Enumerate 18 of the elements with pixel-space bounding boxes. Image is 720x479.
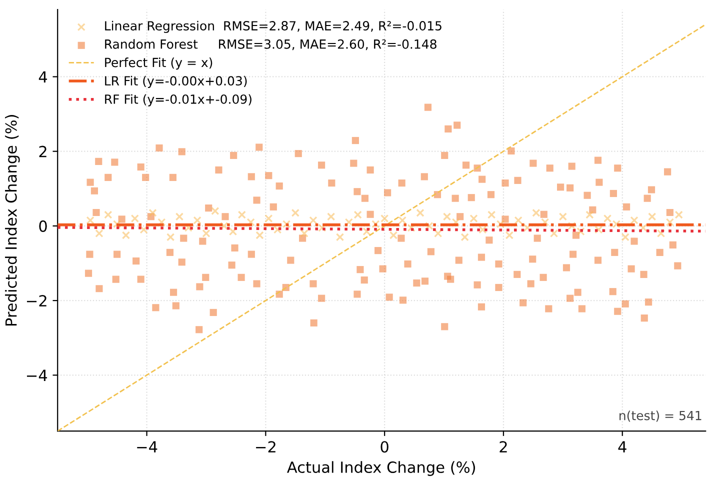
- y-axis-title: Predicted Index Change (%): [5, 115, 20, 326]
- x-axis-title: Actual Index Change (%): [287, 461, 475, 476]
- x-tick-label: −2: [256, 441, 276, 452]
- annotation: n(test) = 541: [620, 410, 702, 422]
- x-tick-label: −4: [137, 441, 158, 452]
- y-tick-label: −4: [26, 370, 48, 381]
- x-tick-label: 2: [500, 441, 507, 452]
- y-tick-label: −2: [26, 295, 46, 306]
- y-tick-label: 4: [38, 71, 48, 83]
- legend-label: RF Fit (y=-0.01x+-0.09): [105, 94, 252, 106]
- legend-label: Random Forest RMSE=3.05, MAE=2.60, R²=-0.148: [105, 39, 436, 50]
- y-tick-label: 0: [39, 220, 47, 232]
- legend-label: Perfect Fit (y = x): [105, 58, 212, 70]
- legend-label: LR Fit (y=-0.00x+0.03): [105, 76, 247, 88]
- x-tick-label: 4: [618, 441, 626, 452]
- y-tick-label: 2: [39, 146, 46, 158]
- legend-label: Linear Regression RMSE=2.87, MAE=2.49, R²=-0.015: [105, 20, 442, 33]
- x-tick-label: 0: [380, 441, 388, 453]
